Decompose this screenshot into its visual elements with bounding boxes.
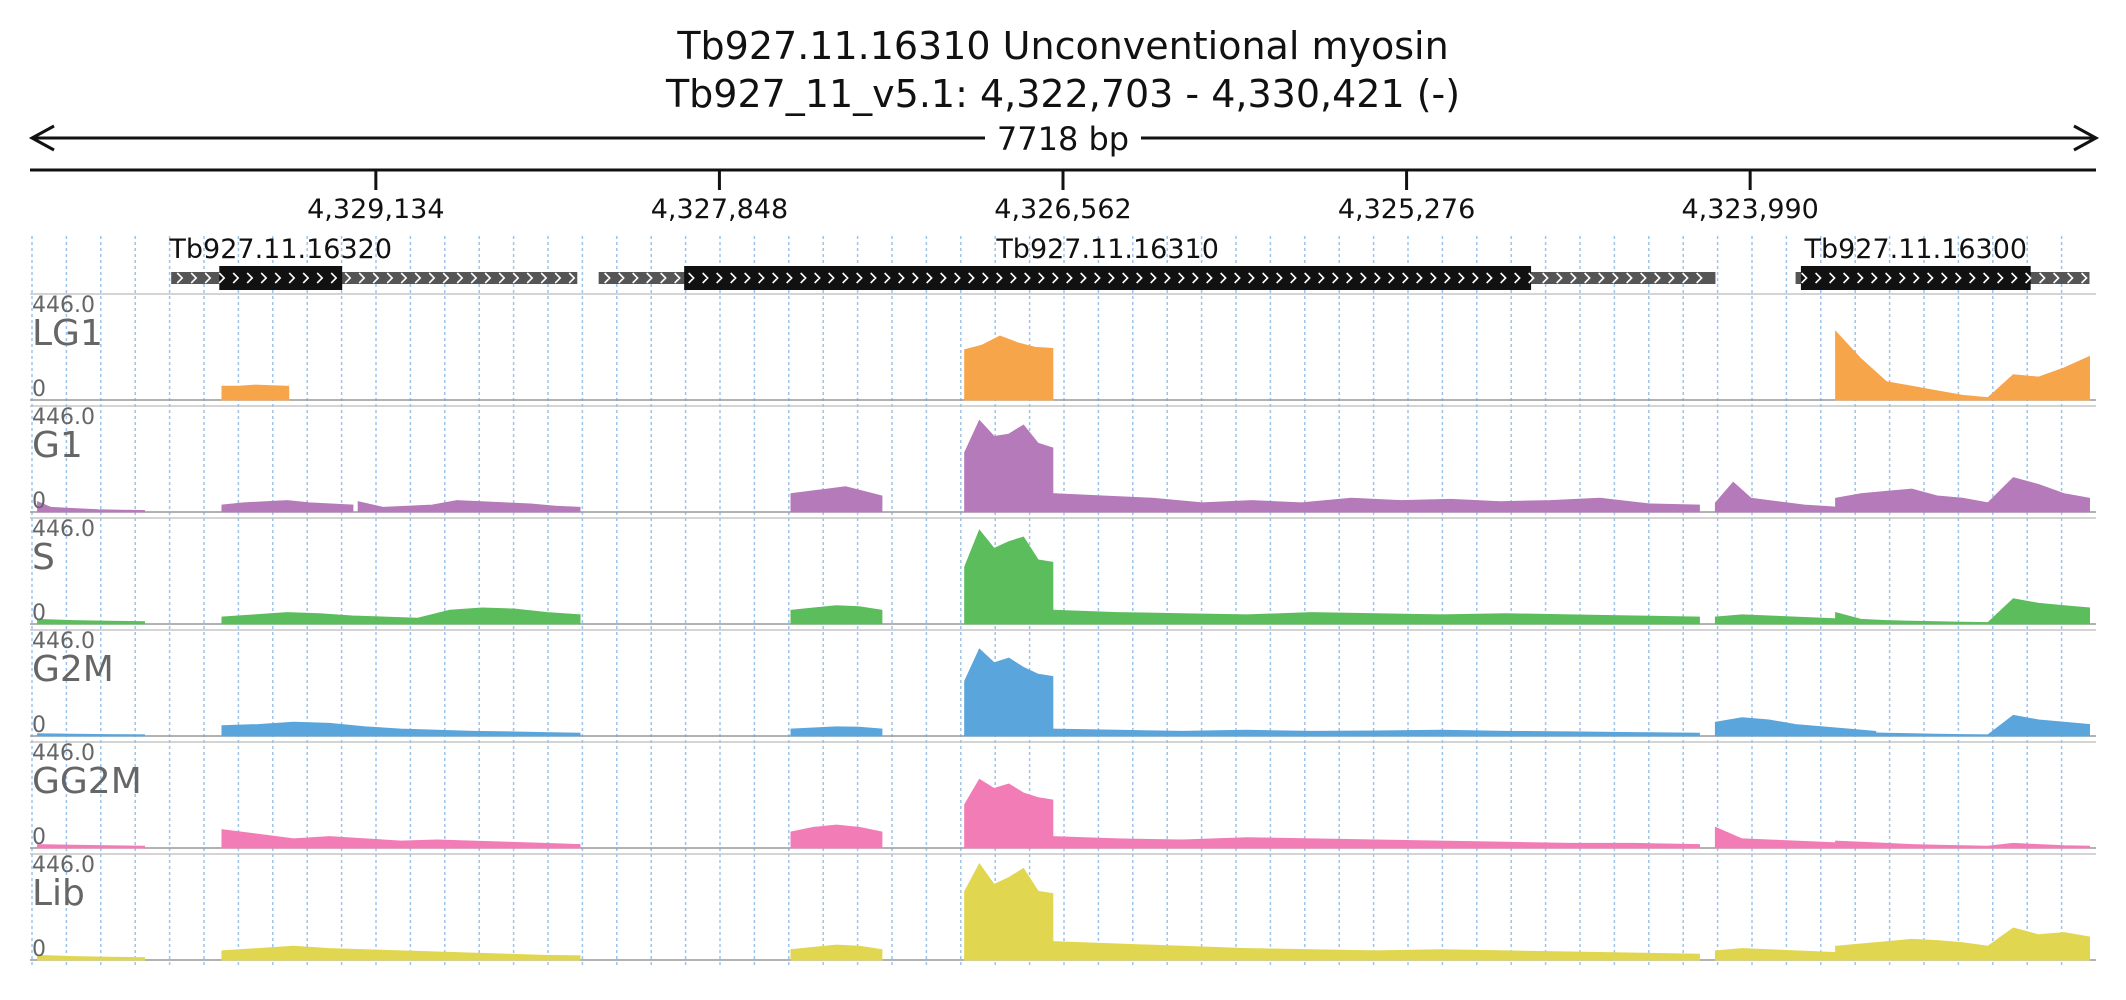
gene-label[interactable]: Tb927.11.16320 bbox=[168, 234, 392, 265]
gene-model[interactable]: Tb927.11.16300 bbox=[1795, 234, 2090, 290]
gene-label[interactable]: Tb927.11.16300 bbox=[1804, 234, 2028, 265]
coverage-area bbox=[1052, 609, 1700, 625]
track-ymax-label: 446.0 bbox=[32, 405, 95, 430]
ruler-tick-label: 4,325,276 bbox=[1338, 194, 1475, 225]
coverage-area bbox=[1835, 714, 2091, 737]
coverage-area bbox=[964, 778, 1054, 849]
track-s: 446.0S 0 bbox=[30, 517, 2096, 626]
track-name-label: S bbox=[32, 537, 55, 578]
coverage-area bbox=[790, 486, 883, 513]
track-ymax-label: 446.0 bbox=[32, 629, 95, 654]
track-g1: 446.0G1 0 bbox=[30, 405, 2096, 514]
strand-arrows bbox=[176, 272, 576, 284]
gene-track: Tb927.11.16320 Tb927.11.16310 Tb927.11.163… bbox=[168, 234, 2090, 290]
coverage-area bbox=[1835, 598, 2091, 625]
scale-label: 7718 bp bbox=[997, 120, 1129, 158]
coverage-area bbox=[357, 500, 581, 513]
coverage-area bbox=[964, 529, 1054, 625]
gene-cds bbox=[1800, 266, 2031, 290]
coverage-area bbox=[37, 844, 146, 849]
coverage-area bbox=[1052, 493, 1700, 513]
track-ymax-label: 446.0 bbox=[32, 517, 95, 542]
coverage-area bbox=[37, 618, 146, 625]
ruler-tick-label: 4,326,562 bbox=[994, 194, 1131, 225]
coverage-area bbox=[1052, 941, 1700, 961]
track-ymin-label: 0 bbox=[32, 601, 46, 626]
track-name-label: GG2M bbox=[32, 761, 142, 802]
coverage-area bbox=[1052, 836, 1700, 849]
coverage-area bbox=[221, 829, 581, 849]
coverage-area bbox=[1835, 477, 2091, 513]
coverage-area bbox=[50, 506, 146, 513]
coverage-area bbox=[221, 945, 581, 961]
scale-bar-left-arrow bbox=[28, 124, 55, 152]
coverage-area bbox=[37, 733, 146, 737]
track-ymax-label: 446.0 bbox=[32, 741, 95, 766]
ruler-tick-label: 4,323,990 bbox=[1681, 194, 1818, 225]
coverage-tracks: 446.0LG10446.0G10446.0S0446.0G2M0446.0GG… bbox=[30, 293, 2096, 962]
ruler-tick-label: 4,329,134 bbox=[307, 194, 444, 225]
gene-cds bbox=[684, 266, 1532, 290]
coverage-area bbox=[964, 648, 1054, 737]
ruler: 4,329,134 4,327,848 4,326,562 4,325,276 4,32… bbox=[30, 168, 2096, 225]
track-ymin-label: 0 bbox=[32, 713, 46, 738]
coverage-area bbox=[221, 607, 581, 625]
scale-bar-right-arrow bbox=[2073, 124, 2100, 152]
coverage-area bbox=[790, 944, 883, 961]
title-block: Tb927.11.16310 Unconventional myosin Tb9… bbox=[0, 22, 2126, 118]
scale-label-bg bbox=[985, 120, 1141, 156]
track-ymin-label: 0 bbox=[32, 377, 46, 402]
ruler-tick-label: 4,327,848 bbox=[651, 194, 788, 225]
track-name-label: Lib bbox=[32, 873, 85, 914]
track-ymax-label: 446.0 bbox=[32, 853, 95, 878]
track-name-label: LG1 bbox=[32, 313, 103, 354]
coverage-area bbox=[1052, 728, 1700, 737]
strand-arrows bbox=[1801, 272, 2088, 284]
gene-label[interactable]: Tb927.11.16310 bbox=[995, 234, 1219, 265]
coverage-area bbox=[1835, 330, 2091, 401]
track-ymax-label: 446.0 bbox=[32, 293, 95, 318]
coverage-area bbox=[964, 862, 1054, 961]
coverage-area bbox=[790, 605, 883, 625]
strand-arrows bbox=[604, 272, 1703, 284]
track-ymin-label: 0 bbox=[32, 489, 46, 514]
track-ymin-label: 0 bbox=[32, 825, 46, 850]
coverage-area bbox=[790, 726, 883, 737]
gene-model[interactable]: Tb927.11.16310 bbox=[598, 234, 1716, 290]
gene-title: Tb927.11.16310 Unconventional myosin bbox=[677, 24, 1449, 68]
coverage-area bbox=[1835, 927, 2091, 961]
track-name-label: G1 bbox=[32, 425, 83, 466]
coverage-area bbox=[964, 335, 1054, 401]
track-name-label: G2M bbox=[32, 649, 114, 690]
locus-title: Tb927_11_v5.1: 4,322,703 - 4,330,421 (-) bbox=[665, 72, 1461, 116]
track-ymin-label: 0 bbox=[32, 937, 46, 962]
coverage-area bbox=[221, 721, 581, 737]
scale-bar: 7718 bp bbox=[28, 120, 2100, 158]
coverage-area bbox=[1835, 840, 2091, 849]
coverage-area bbox=[221, 500, 354, 513]
coverage-area bbox=[790, 824, 883, 849]
coverage-area bbox=[37, 954, 146, 961]
coverage-area bbox=[221, 384, 290, 401]
coverage-area bbox=[964, 419, 1054, 513]
gene-model[interactable]: Tb927.11.16320 bbox=[168, 234, 578, 290]
